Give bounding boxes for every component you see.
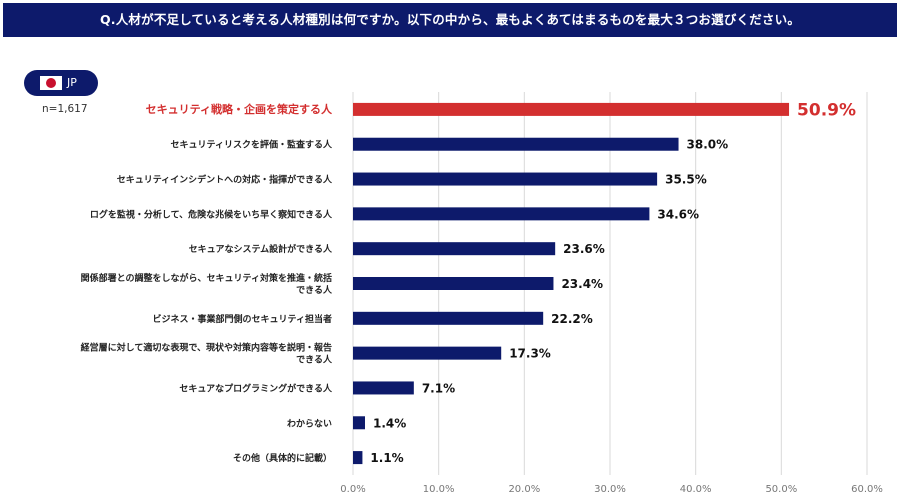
country-label: JP xyxy=(67,76,77,89)
value-label: 17.3% xyxy=(509,347,551,361)
category-label: ログを監視・分析して、危険な兆候をいち早く察知できる人 xyxy=(90,208,333,220)
category-label: ビジネス・事業部門側のセキュリティ担当者 xyxy=(153,313,332,325)
x-tick-label: 0.0% xyxy=(340,484,365,495)
value-label: 23.4% xyxy=(561,277,603,291)
value-label: 1.1% xyxy=(370,451,403,465)
category-label: セキュアなプログラミングができる人 xyxy=(179,382,333,394)
bar xyxy=(353,277,554,290)
bar xyxy=(353,416,365,430)
x-tick-label: 10.0% xyxy=(423,484,455,495)
x-tick-label: 40.0% xyxy=(680,484,712,495)
category-label: できる人 xyxy=(296,354,333,366)
value-label: 1.4% xyxy=(373,416,406,430)
bar xyxy=(353,137,679,151)
value-label: 50.9% xyxy=(797,100,856,120)
value-label: 38.0% xyxy=(687,138,729,152)
category-label: その他（具体的に記載） xyxy=(233,452,332,464)
japan-flag-icon xyxy=(40,76,62,90)
x-tick-label: 30.0% xyxy=(594,484,626,495)
category-label: セキュリティ戦略・企画を策定する人 xyxy=(146,102,333,116)
country-badge: JP xyxy=(24,70,98,96)
bar xyxy=(353,242,556,256)
value-label: 22.2% xyxy=(551,312,593,326)
x-tick-label: 20.0% xyxy=(508,484,540,495)
x-tick-label: 60.0% xyxy=(851,484,883,495)
bar xyxy=(353,311,544,325)
x-tick-label: 50.0% xyxy=(765,484,797,495)
bar xyxy=(353,172,658,186)
category-label: セキュアなシステム設計ができる人 xyxy=(189,243,333,255)
bar xyxy=(353,207,650,221)
question-header: Q.人材が不足していると考える人材種別は何ですか。以下の中から、最もよくあてはま… xyxy=(3,3,897,37)
bar xyxy=(353,451,363,465)
bar xyxy=(353,346,502,360)
value-label: 34.6% xyxy=(657,207,699,221)
value-label: 35.5% xyxy=(665,173,707,187)
category-label: セキュリティインシデントへの対応・指揮ができる人 xyxy=(117,174,333,186)
category-label: セキュリティリスクを評価・監査する人 xyxy=(171,139,333,151)
bar xyxy=(353,381,414,395)
category-label: 経営層に対して適切な表現で、現状や対策内容等を説明・報告 xyxy=(81,342,332,354)
category-label: できる人 xyxy=(296,284,333,296)
sample-size: n=1,617 xyxy=(42,103,88,115)
value-label: 23.6% xyxy=(563,242,605,256)
category-label: わからない xyxy=(287,418,332,429)
value-label: 7.1% xyxy=(422,381,455,395)
bar xyxy=(353,102,790,116)
category-label: 関係部署との調整をしながら、セキュリティ対策を推進・統括 xyxy=(81,272,332,284)
